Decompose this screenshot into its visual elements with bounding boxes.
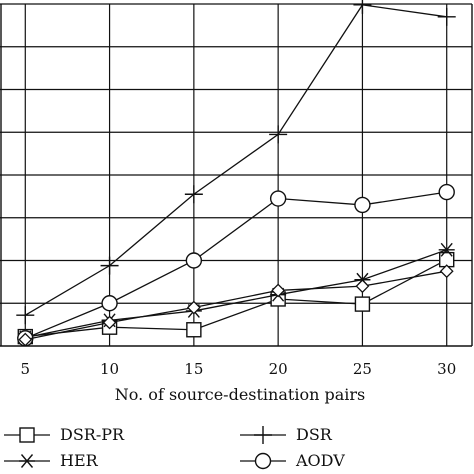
x-tick-label-5: 5 — [21, 360, 31, 378]
data-point-2-30 — [438, 242, 455, 257]
legend-label: HER — [60, 451, 99, 470]
grid-lines — [0, 3, 472, 346]
series-line-0 — [25, 259, 448, 338]
series-line-3 — [25, 191, 447, 339]
data-point-1-30 — [437, 7, 456, 26]
legend-item-dsr: DSR — [240, 425, 333, 444]
x-tick-label-25: 25 — [353, 360, 372, 378]
legend-label: DSR-PR — [60, 425, 125, 444]
data-point-1-15 — [184, 185, 203, 204]
data-point-3-20 — [269, 190, 287, 207]
data-point-3-25 — [354, 196, 371, 214]
series-line-1 — [24, 4, 447, 316]
series-line-4 — [25, 270, 447, 341]
legend-label: DSR — [296, 425, 333, 444]
series-unlabeled — [18, 264, 454, 347]
data-point-4-20 — [271, 283, 286, 298]
data-point-1-10 — [100, 256, 119, 275]
data-point-4-10 — [102, 315, 117, 330]
series-her — [17, 242, 455, 345]
data-point-3-10 — [101, 295, 118, 312]
legend-item-aodv: AODV — [240, 451, 345, 470]
series-dsr-pr — [17, 251, 455, 345]
data-point-4-15 — [186, 300, 201, 315]
data-point-4-25 — [355, 279, 370, 294]
x-axis-title: No. of source-destination pairs — [115, 385, 365, 404]
legend-marker-plus — [254, 426, 272, 444]
series-group — [16, 0, 456, 347]
axes — [0, 4, 473, 347]
series-aodv — [17, 183, 455, 347]
data-point-1-5 — [16, 306, 35, 325]
legend-label: AODV — [295, 451, 345, 470]
data-point-1-25 — [353, 0, 372, 14]
legend-item-dsr-pr: DSR-PR — [4, 425, 125, 444]
legend-marker-square — [19, 427, 35, 443]
legend-marker-asterisk — [19, 454, 35, 468]
legend-item-her: HER — [4, 451, 99, 470]
x-tick-labels: 5 10 15 20 25 30 — [21, 360, 457, 378]
data-point-4-5 — [18, 332, 33, 347]
x-tick-label-15: 15 — [184, 360, 203, 378]
data-point-0-25 — [354, 296, 371, 312]
data-point-3-15 — [185, 252, 203, 269]
data-point-0-15 — [186, 322, 202, 338]
x-tick-label-30: 30 — [437, 360, 456, 378]
series-dsr — [16, 0, 456, 325]
data-point-1-20 — [269, 125, 288, 144]
legend: DSR-PR DSR HER AODV — [4, 425, 345, 470]
series-line-2 — [25, 249, 447, 339]
data-point-3-30 — [438, 183, 455, 201]
data-point-4-30 — [439, 264, 454, 279]
legend-marker-circle — [254, 452, 272, 470]
x-tick-label-20: 20 — [269, 360, 288, 378]
x-tick-label-10: 10 — [100, 360, 119, 378]
